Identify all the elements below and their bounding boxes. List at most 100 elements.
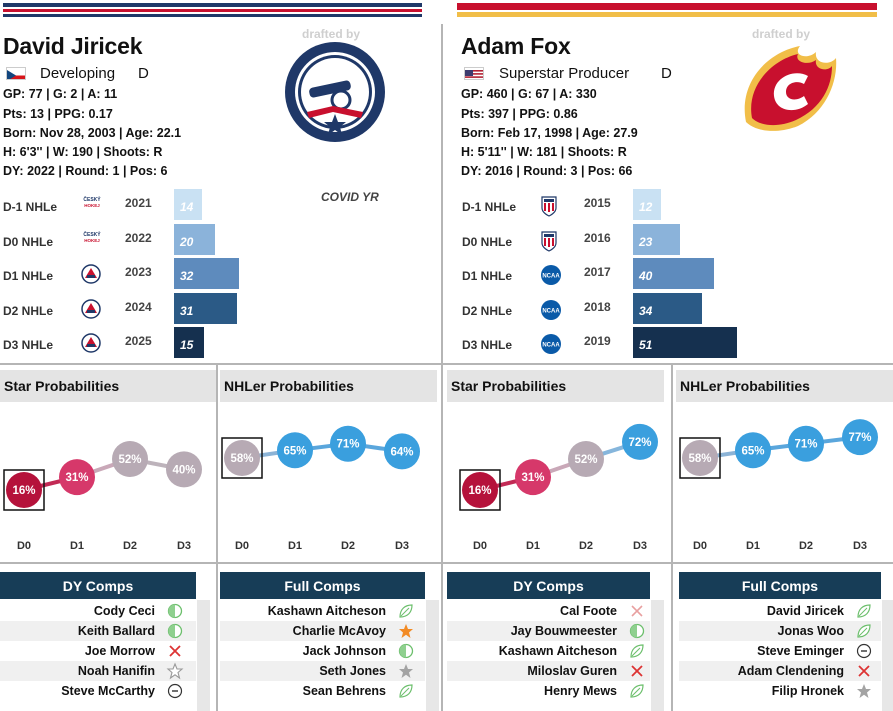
leaf-icon <box>629 643 645 659</box>
nhle-year: 2017 <box>584 265 611 279</box>
leaf-icon <box>398 683 414 699</box>
left-full-comps-scrollbar[interactable] <box>426 600 439 711</box>
left-position: D <box>138 65 149 82</box>
comp-player-name: Jay Bouwmeester <box>510 624 617 638</box>
leaf-icon <box>629 683 645 699</box>
probability-point <box>59 459 95 496</box>
draft-year-label: D0 <box>17 540 31 552</box>
probability-point <box>842 419 878 456</box>
nhle-row-label: D0 NHLe <box>462 234 513 249</box>
comp-row[interactable]: Adam Clendening <box>679 661 881 681</box>
left-player-name: David Jiricek <box>3 33 143 59</box>
probability-value: 72% <box>628 437 651 449</box>
ncaa-logo: NCAA <box>540 299 561 320</box>
nhle-row-label: D-1 NHLe <box>462 200 517 214</box>
comp-row[interactable]: Seth Jones <box>220 661 425 681</box>
svg-text:HOKEJ: HOKEJ <box>84 203 100 208</box>
left-stat-line: Pts: 13 | PPG: 0.17 <box>3 107 113 121</box>
probability-value: 16% <box>468 485 491 497</box>
comp-row[interactable]: Keith Ballard <box>0 621 196 641</box>
x-icon <box>167 643 183 659</box>
comp-row[interactable]: Jack Johnson <box>220 641 425 661</box>
nhle-row-label: D1 NHLe <box>462 269 513 283</box>
comp-row[interactable]: David Jiricek <box>679 601 881 621</box>
columbus-blue-jackets-logo <box>283 40 387 144</box>
right-stat-line: Born: Feb 17, 1998 | Age: 27.9 <box>461 126 638 140</box>
comp-row[interactable]: Miloslav Guren <box>447 661 650 681</box>
comp-row[interactable]: Sean Behrens <box>220 681 425 701</box>
probability-value: 71% <box>794 439 817 451</box>
draft-year-label: D2 <box>341 540 355 552</box>
comp-player-name: Adam Clendening <box>737 664 844 678</box>
probability-value: 16% <box>12 485 35 497</box>
right-player-name: Adam Fox <box>461 33 571 59</box>
comp-row[interactable]: Jonas Woo <box>679 621 881 641</box>
left-dy-comps-scrollbar[interactable] <box>197 600 210 711</box>
ncaa-logo: NCAA <box>540 333 561 354</box>
ahl-logo <box>81 333 101 353</box>
comp-player-name: Cody Ceci <box>93 604 155 618</box>
czech-league-logo: ČESKÝ HOKEJ <box>81 230 101 250</box>
nhle-year: 2023 <box>125 265 152 279</box>
nhle-row-label: D0 NHLe <box>3 234 54 249</box>
probability-value: 64% <box>390 446 413 458</box>
nhle-bar: 14 <box>174 189 202 220</box>
comp-row[interactable]: Henry Mews <box>447 681 650 701</box>
nhle-bar: 12 <box>633 189 661 220</box>
section-divider-2 <box>0 562 893 564</box>
right-dy-comps-scrollbar[interactable] <box>651 600 664 711</box>
draft-year-label: D0 <box>235 540 249 552</box>
left-stat-line: GP: 77 | G: 2 | A: 11 <box>3 87 118 101</box>
probability-point <box>462 472 498 508</box>
probability-point <box>682 440 718 476</box>
star-gray-icon <box>398 663 414 679</box>
draft-year-label: D1 <box>70 540 84 552</box>
probability-point <box>735 432 771 469</box>
comp-row[interactable]: Noah Hanifin <box>0 661 196 681</box>
comp-row[interactable]: Cody Ceci <box>0 601 196 621</box>
comp-row[interactable]: Kashawn Aitcheson <box>220 601 425 621</box>
comp-player-name: Steve Eminger <box>757 644 844 658</box>
right-nhler-probabilities-header: NHLer Probabilities <box>676 370 893 402</box>
comp-row[interactable]: Filip Hronek <box>679 681 881 701</box>
comp-row[interactable]: Joe Morrow <box>0 641 196 661</box>
nhle-year: 2019 <box>584 334 611 348</box>
probability-value: 58% <box>688 453 711 465</box>
right-full-comps-scrollbar[interactable] <box>882 600 893 711</box>
chart-divider-right <box>671 365 673 711</box>
comp-player-name: Miloslav Guren <box>527 664 617 678</box>
leaf-icon <box>856 623 872 639</box>
svg-text:NCAA: NCAA <box>542 274 560 280</box>
comp-row[interactable]: Kashawn Aitcheson <box>447 641 650 661</box>
calgary-flames-logo <box>738 42 842 132</box>
nhle-year: 2022 <box>125 230 152 245</box>
svg-text:NCAA: NCAA <box>542 308 560 314</box>
left-team-stripe-navy <box>3 3 422 7</box>
draft-year-label: D0 <box>693 540 707 552</box>
comp-row[interactable]: Charlie McAvoy <box>220 621 425 641</box>
comp-row[interactable]: Jay Bouwmeester <box>447 621 650 641</box>
probability-point <box>277 432 313 469</box>
star-outline-icon <box>166 662 184 680</box>
right-team-stripe-red <box>457 3 877 10</box>
comp-player-name: Cal Foote <box>560 604 617 618</box>
draft-year-label: D2 <box>123 540 137 552</box>
probability-value: 52% <box>118 454 141 466</box>
probability-value: 65% <box>741 445 764 457</box>
comp-row[interactable]: Steve Eminger <box>679 641 881 661</box>
comp-player-name: Jonas Woo <box>777 624 844 638</box>
chart-divider-left <box>216 365 218 562</box>
probability-point <box>330 425 366 462</box>
comp-player-name: Charlie McAvoy <box>292 624 386 638</box>
svg-text:ČESKÝ: ČESKÝ <box>83 196 101 203</box>
draft-year-label: D3 <box>177 540 191 552</box>
probability-value: 71% <box>336 439 359 451</box>
comp-row[interactable]: Cal Foote <box>447 601 650 621</box>
comp-row[interactable]: Steve McCarthy <box>0 681 196 701</box>
nhle-year: 2015 <box>584 196 611 210</box>
star-gray-icon <box>856 683 872 699</box>
half-circle-icon <box>167 623 183 639</box>
nhle-row-label: D-1 NHLe <box>3 200 58 214</box>
probability-point <box>6 472 42 508</box>
